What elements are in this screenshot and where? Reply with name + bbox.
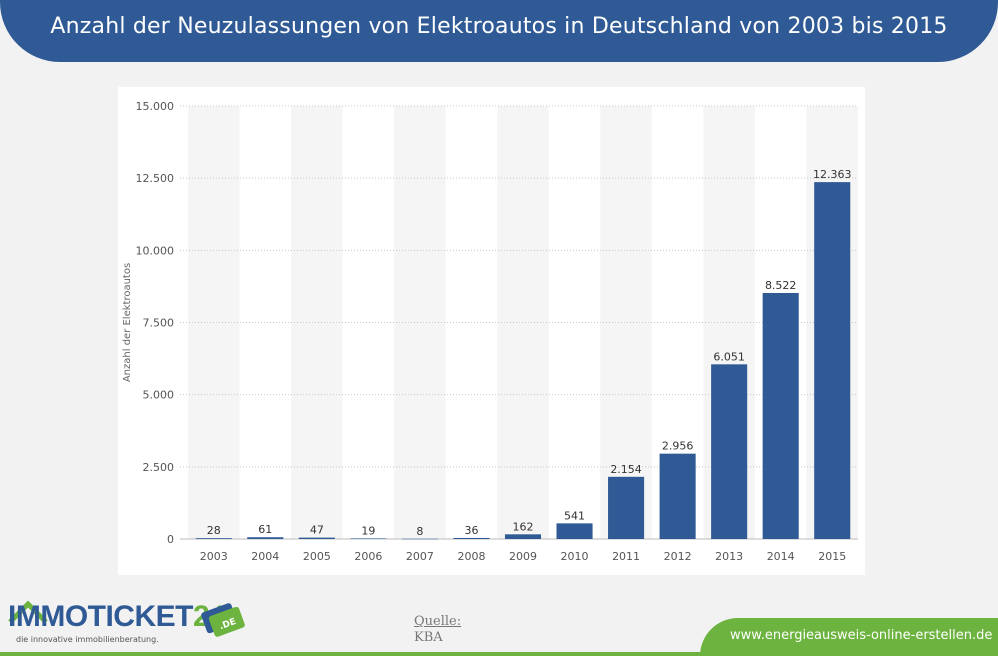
x-tick-label-2014: 2014 bbox=[767, 550, 795, 563]
bar-2006 bbox=[350, 538, 387, 539]
source-value: KBA bbox=[414, 630, 443, 645]
value-label-2006: 19 bbox=[361, 524, 375, 537]
y-tick-label: 2.500 bbox=[143, 461, 175, 474]
x-tick-label-2007: 2007 bbox=[406, 550, 434, 563]
x-tick-label-2010: 2010 bbox=[561, 550, 589, 563]
value-label-2013: 6.051 bbox=[713, 350, 745, 363]
bar-2011 bbox=[608, 476, 645, 539]
value-label-2014: 8.522 bbox=[765, 279, 797, 292]
bar-2004 bbox=[247, 537, 284, 539]
logo-wordmark: IMMOTICKET24 bbox=[8, 600, 226, 634]
bar-2007 bbox=[401, 538, 438, 540]
value-label-2007: 8 bbox=[416, 525, 423, 538]
x-tick-label-2011: 2011 bbox=[612, 550, 640, 563]
bar-2008 bbox=[453, 537, 490, 539]
source-heading: Quelle: bbox=[414, 614, 462, 629]
chart-panel: 0 2.500 5.000 7.500 10.000 12.500 15.000 28 2003… bbox=[118, 87, 865, 575]
x-tick-label-2009: 2009 bbox=[509, 550, 537, 563]
column-band bbox=[291, 106, 343, 539]
x-tick-label-2005: 2005 bbox=[303, 550, 331, 563]
bar-2013 bbox=[711, 364, 748, 539]
y-tick-label: 10.000 bbox=[136, 244, 175, 257]
x-tick-label-2006: 2006 bbox=[354, 550, 382, 563]
value-label-2004: 61 bbox=[258, 523, 272, 536]
immoticket24-logo: IMMOTICKET24 .DE die innovative immobili… bbox=[8, 598, 248, 650]
bar-2015 bbox=[814, 182, 851, 539]
bar-2003 bbox=[195, 538, 232, 539]
value-label-2011: 2.154 bbox=[610, 463, 642, 476]
bar-2005 bbox=[298, 537, 335, 539]
x-tick-label-2013: 2013 bbox=[715, 550, 743, 563]
column-band bbox=[394, 106, 446, 539]
y-tick-label: 0 bbox=[167, 533, 174, 546]
y-tick-label: 7.500 bbox=[143, 317, 175, 330]
house-roof-icon bbox=[8, 600, 48, 624]
value-label-2012: 2.956 bbox=[662, 440, 694, 453]
footer-url-link[interactable]: www.energieausweis-online-erstellen.de bbox=[730, 628, 993, 643]
logo-badge-icon: .DE bbox=[201, 603, 245, 637]
bar-chart: 0 2.500 5.000 7.500 10.000 12.500 15.000 28 2003… bbox=[122, 100, 858, 563]
x-tick-label-2008: 2008 bbox=[457, 550, 485, 563]
footer-url-bar: www.energieausweis-online-erstellen.de bbox=[700, 618, 998, 656]
y-tick-label: 15.000 bbox=[136, 100, 175, 113]
value-label-2005: 47 bbox=[310, 524, 324, 537]
x-tick-label-2012: 2012 bbox=[664, 550, 692, 563]
value-label-2008: 36 bbox=[464, 524, 478, 537]
column-band bbox=[600, 106, 652, 539]
x-tick-label-2004: 2004 bbox=[251, 550, 279, 563]
bar-2009 bbox=[504, 534, 542, 539]
bar-2010 bbox=[556, 523, 593, 539]
value-label-2009: 162 bbox=[513, 520, 534, 533]
x-tick-label-2015: 2015 bbox=[818, 550, 846, 563]
chart-title: Anzahl der Neuzulassungen von Elektroaut… bbox=[50, 14, 948, 39]
source-block: Quelle: KBA bbox=[414, 614, 461, 645]
logo-tagline: die innovative immobilienberatung. bbox=[16, 635, 159, 644]
value-label-2003: 28 bbox=[207, 524, 221, 537]
y-tick-label: 12.500 bbox=[136, 172, 175, 185]
footer-divider bbox=[0, 652, 998, 656]
title-banner: Anzahl der Neuzulassungen von Elektroaut… bbox=[0, 0, 998, 62]
bar-2014 bbox=[762, 292, 799, 539]
x-tick-label-2003: 2003 bbox=[200, 550, 228, 563]
bar-2012 bbox=[659, 453, 696, 539]
value-label-2010: 541 bbox=[564, 509, 585, 522]
logo-name: IMMOTICKET bbox=[8, 600, 193, 633]
y-tick-label: 5.000 bbox=[143, 389, 175, 402]
value-label-2015: 12.363 bbox=[813, 168, 852, 181]
y-axis-title: Anzahl der Elektroautos bbox=[122, 263, 133, 382]
